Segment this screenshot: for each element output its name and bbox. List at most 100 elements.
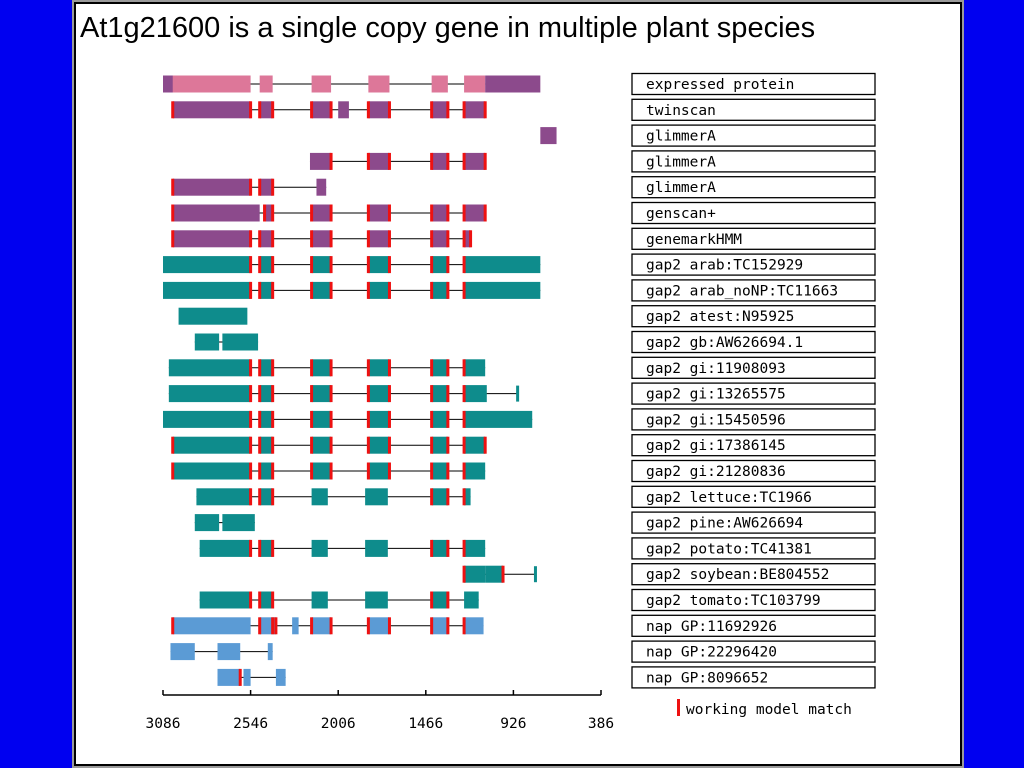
working-model-match-mark [366,256,370,274]
exon-block [464,281,541,299]
working-model-match-mark [310,359,314,377]
x-axis-tick-label: 3086 [146,716,181,732]
working-model-match-mark [238,668,242,686]
track-label: expressed protein [646,77,794,93]
working-model-match-mark [387,101,391,119]
exon-block [365,539,388,557]
exon-block [163,410,251,428]
track-label: nap GP:8096652 [646,670,768,686]
track-label-box [631,72,876,96]
track-label: gap2 soybean:BE804552 [646,567,829,583]
exon-block [464,617,484,635]
working-model-match-mark [446,539,450,557]
working-model-match-mark [462,256,466,274]
working-model-match-mark [310,462,314,480]
exon-block [431,385,448,403]
exon-block [311,281,332,299]
track-label: glimmerA [646,129,716,145]
working-model-match-mark [387,230,391,248]
track-label: gap2 gi:21280836 [646,464,786,480]
working-model-match-mark [249,385,253,403]
working-model-match-mark [462,281,466,299]
exon-block [431,152,448,170]
working-model-match-mark [446,462,450,480]
track-label-box [631,356,876,379]
exon-block [431,488,448,506]
working-model-match-mark [249,359,253,377]
working-model-match-mark [258,410,262,428]
exon-block [311,101,332,119]
working-model-match-mark [387,204,391,222]
working-model-match-mark [271,436,275,454]
track-label: gap2 tomato:TC103799 [646,593,821,609]
track-label-box [631,253,876,276]
exon-block [368,281,390,299]
exon-block [311,591,328,609]
working-model-match-mark [329,256,333,274]
working-model-match-mark [462,152,466,170]
working-model-match-mark [366,410,370,428]
working-model-match-mark [446,204,450,222]
exon-block [168,359,251,377]
working-model-match-mark [258,591,262,609]
working-model-match-mark [271,488,275,506]
working-model-match-mark [310,256,314,274]
exon-block [464,539,486,557]
exon-block [172,436,251,454]
track-label: gap2 atest:N95925 [646,309,794,325]
exon-block [170,643,195,661]
working-model-match-mark [462,565,466,583]
track-label-box [631,124,876,147]
exon-block [368,256,390,274]
working-model-match-mark [430,230,434,248]
exon-block [292,617,299,635]
working-model-match-mark [329,385,333,403]
working-model-match-mark [446,591,450,609]
working-model-match-mark [446,152,450,170]
exon-block [259,488,273,506]
working-model-match-mark [249,101,253,119]
track-label: gap2 pine:AW626694 [646,516,803,532]
exon-block [243,668,251,686]
track-label-box [631,305,876,328]
working-model-match-mark [258,256,262,274]
working-model-match-mark [271,462,275,480]
exon-block [464,410,533,428]
working-model-match-mark [271,359,275,377]
exon-block [316,178,327,196]
working-model-match-mark [462,436,466,454]
working-model-match-mark [462,410,466,428]
working-model-match-mark [430,359,434,377]
exon-block [368,75,390,93]
track-label: glimmerA [646,154,716,170]
working-model-match-mark [171,178,175,196]
working-model-match-mark [430,617,434,635]
working-model-match-mark [366,230,370,248]
exon-block [431,462,448,480]
working-model-match-mark [271,256,275,274]
exon-block [431,539,448,557]
working-model-match-mark [258,230,262,248]
track-label-box [631,408,876,431]
exon-block [368,152,390,170]
track-label: genemarkHMM [646,232,742,248]
track-label-box [631,434,876,457]
exon-block [172,617,251,635]
exon-block [275,668,286,686]
exon-overlay-block [163,75,173,93]
exon-block [194,333,220,351]
exon-block [259,359,273,377]
working-model-match-mark [258,436,262,454]
exon-block [264,204,273,222]
exon-block [259,436,273,454]
working-model-match-mark [310,281,314,299]
working-model-match-mark [271,591,275,609]
track-label-box [631,588,876,612]
working-model-match-mark [271,385,275,403]
exon-block [163,281,251,299]
track-label-box [631,330,876,354]
working-model-match-mark [366,204,370,222]
working-model-match-mark [310,230,314,248]
exon-block [311,230,332,248]
working-model-match-mark [171,436,175,454]
